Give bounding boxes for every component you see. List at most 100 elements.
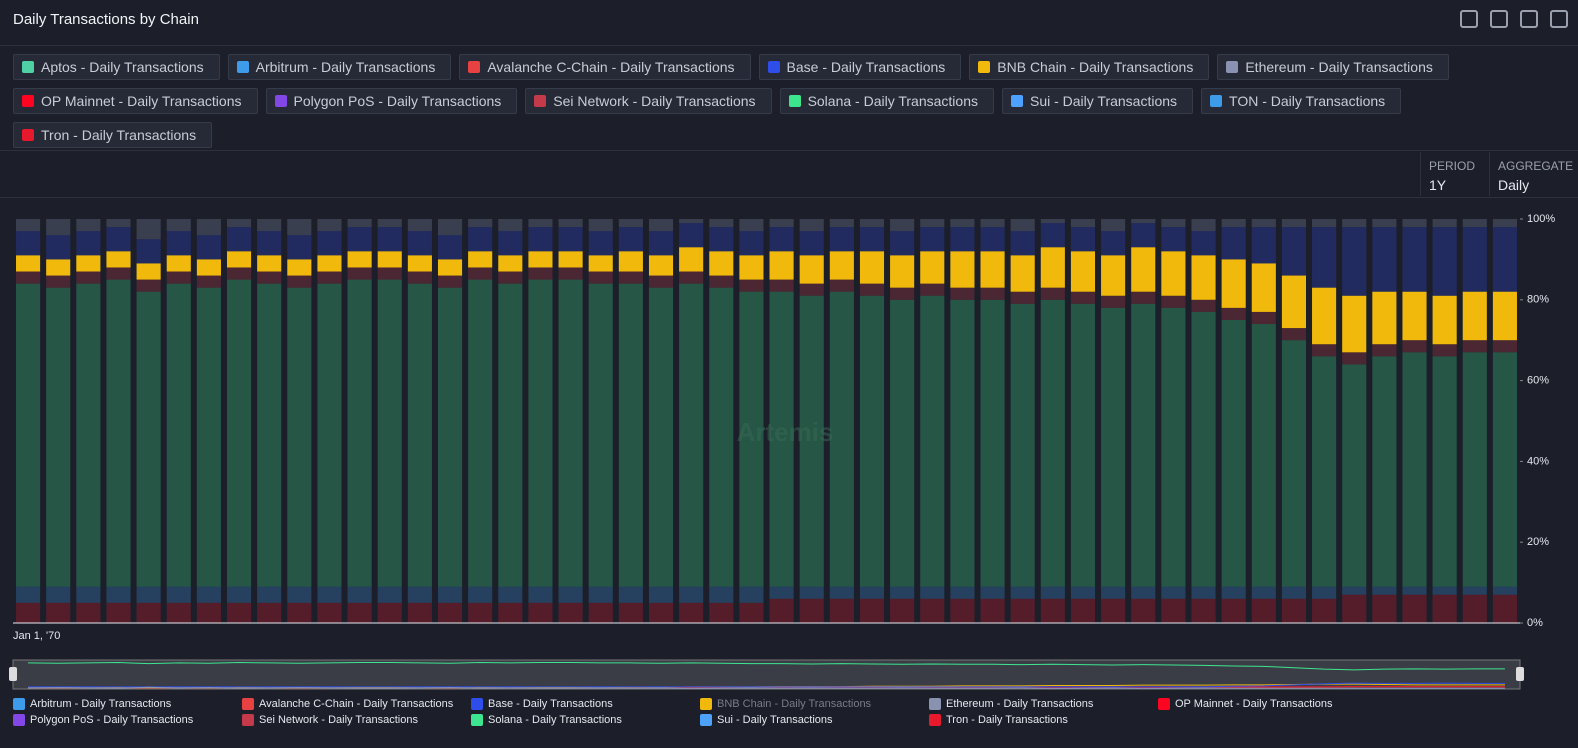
- chip-label: Aptos - Daily Transactions: [41, 59, 204, 75]
- bar-segment: [377, 227, 402, 252]
- navigator-handle: [9, 667, 17, 681]
- filter-chip[interactable]: Polygon PoS - Daily Transactions: [265, 88, 518, 114]
- bar-segment: [648, 231, 674, 256]
- bar-segment: [377, 602, 402, 623]
- bar-segment: [1191, 586, 1216, 599]
- legend-swatch: [242, 714, 254, 726]
- bar-segment: [648, 219, 674, 232]
- bar-segment: [558, 219, 583, 228]
- legend-item[interactable]: BNB Chain - Daily Transactions: [700, 698, 929, 710]
- y-tick-label: 40%: [1527, 455, 1549, 467]
- filter-chip[interactable]: Tron - Daily Transactions: [13, 122, 213, 148]
- sum-button[interactable]: [1490, 10, 1508, 28]
- bar-segment: [1070, 586, 1096, 599]
- bar-segment: [347, 267, 372, 280]
- bar-segment: [1101, 255, 1126, 296]
- chip-swatch: [22, 129, 34, 141]
- filter-chip[interactable]: Sui - Daily Transactions: [1001, 88, 1194, 114]
- bar-segment: [829, 251, 854, 280]
- bar-segment: [166, 231, 191, 256]
- bar-segment: [648, 602, 674, 623]
- screenshot-button[interactable]: [1550, 10, 1568, 28]
- bar-segment: [1402, 227, 1427, 292]
- y-tick-label: 80%: [1527, 294, 1549, 306]
- bar-segment: [1312, 344, 1337, 357]
- bar-segment: [166, 586, 191, 603]
- chip-swatch: [1010, 95, 1023, 107]
- bar-segment: [106, 586, 131, 603]
- bar-segment: [257, 283, 282, 587]
- filter-chip[interactable]: TON - Daily Transactions: [1201, 88, 1402, 114]
- bar-segment: [1131, 291, 1156, 304]
- bar-segment: [829, 586, 854, 599]
- filter-chip[interactable]: Solana - Daily Transactions: [779, 88, 994, 114]
- bar-segment: [1070, 303, 1096, 587]
- bar-segment: [1131, 586, 1156, 599]
- bar-segment: [287, 586, 312, 603]
- bar-segment: [799, 231, 824, 256]
- aggregate-select[interactable]: AGGREGATE Daily: [1489, 152, 1578, 196]
- bar-segment: [1010, 291, 1035, 304]
- bar-segment: [1372, 227, 1397, 292]
- bar-segment: [46, 586, 71, 603]
- bar-segment: [829, 598, 854, 623]
- bar-segment: [1492, 586, 1517, 595]
- filter-chip[interactable]: Ethereum - Daily Transactions: [1217, 54, 1449, 80]
- bar-segment: [287, 219, 312, 236]
- bar-segment: [709, 602, 734, 623]
- legend-item[interactable]: Sui - Daily Transactions: [700, 714, 929, 726]
- period-select[interactable]: PERIOD 1Y: [1420, 152, 1487, 196]
- bar-segment: [859, 219, 885, 228]
- bar-segment: [709, 586, 734, 603]
- download-button[interactable]: [1520, 10, 1538, 28]
- bar-segment: [618, 602, 643, 623]
- bar-segment: [1462, 586, 1487, 595]
- bar-segment: [1281, 275, 1307, 329]
- bar-segment: [1251, 263, 1276, 312]
- bar-segment: [679, 223, 704, 248]
- bar-segment: [709, 219, 734, 228]
- bar-segment: [1131, 598, 1156, 623]
- bar-segment: [1221, 307, 1246, 320]
- filter-chip[interactable]: Arbitrum - Daily Transactions: [227, 54, 452, 80]
- bar-segment: [437, 259, 463, 276]
- bar-segment: [1101, 231, 1126, 256]
- bar-segment: [347, 602, 372, 623]
- bar-segment: [407, 271, 432, 284]
- legend-item[interactable]: Arbitrum - Daily Transactions: [13, 698, 242, 710]
- legend-item[interactable]: Base - Daily Transactions: [471, 698, 700, 710]
- bar-segment: [1131, 219, 1156, 224]
- bar-segment: [739, 279, 764, 292]
- bar-segment: [106, 602, 131, 623]
- bar-segment: [709, 287, 734, 587]
- bar-segment: [1251, 219, 1276, 228]
- legend-item[interactable]: Sei Network - Daily Transactions: [242, 714, 471, 726]
- filter-chip[interactable]: BNB Chain - Daily Transactions: [969, 54, 1210, 80]
- bar-segment: [1161, 251, 1186, 296]
- bar-segment: [196, 235, 221, 260]
- filter-chip[interactable]: Sei Network - Daily Transactions: [525, 88, 772, 114]
- bar-segment: [1372, 219, 1397, 228]
- filter-chip[interactable]: Base - Daily Transactions: [758, 54, 962, 80]
- embed-button[interactable]: [1460, 10, 1478, 28]
- bar-segment: [287, 275, 312, 288]
- legend-swatch: [700, 714, 712, 726]
- bar-segment: [528, 251, 553, 268]
- bar-segment: [920, 295, 945, 587]
- filter-chip[interactable]: Avalanche C-Chain - Daily Transactions: [459, 54, 751, 80]
- legend-item[interactable]: Tron - Daily Transactions: [929, 714, 1158, 726]
- legend-item[interactable]: Solana - Daily Transactions: [471, 714, 700, 726]
- filter-chip[interactable]: OP Mainnet - Daily Transactions: [13, 88, 258, 114]
- chip-swatch: [767, 61, 780, 73]
- legend-item[interactable]: Ethereum - Daily Transactions: [929, 698, 1158, 710]
- bar-segment: [347, 586, 372, 603]
- bar-segment: [528, 586, 553, 603]
- filter-chip[interactable]: Aptos - Daily Transactions: [13, 54, 220, 80]
- legend-item[interactable]: Avalanche C-Chain - Daily Transactions: [242, 698, 471, 710]
- bar-segment: [226, 586, 252, 603]
- legend-label: Sei Network - Daily Transactions: [259, 714, 418, 726]
- bar-segment: [769, 251, 794, 280]
- legend-item[interactable]: Polygon PoS - Daily Transactions: [13, 714, 242, 726]
- legend-item[interactable]: OP Mainnet - Daily Transactions: [1158, 698, 1387, 710]
- y-tick-label: 100%: [1527, 213, 1555, 225]
